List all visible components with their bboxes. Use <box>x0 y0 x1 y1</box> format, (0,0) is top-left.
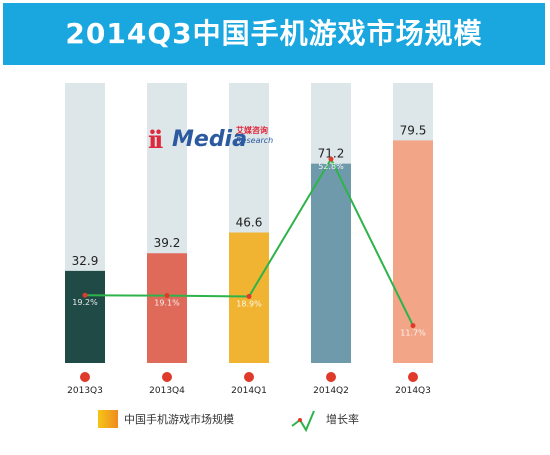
x-tick-label-2014Q3: 2014Q3 <box>395 386 431 396</box>
chart-title: 2014Q3中国手机游戏市场规模 <box>65 17 483 50</box>
legend-line-icon <box>291 410 315 433</box>
category-dot-2014Q2 <box>326 372 336 382</box>
growth-label-2014Q2: 52.8% <box>318 162 344 171</box>
bar-2013Q4 <box>147 253 187 363</box>
category-dot-2014Q3 <box>408 372 418 382</box>
legend-line-marker <box>298 418 302 422</box>
logo-chinese-name: 艾媒咨询 <box>236 126 268 135</box>
bar-value-label-2013Q4: 39.2 <box>154 236 181 250</box>
bar-value-label-2013Q3: 32.9 <box>72 254 99 268</box>
x-tick-label-2013Q3: 2013Q3 <box>67 386 103 396</box>
growth-label-2013Q3: 19.2% <box>72 298 98 307</box>
x-tick-label-2014Q1: 2014Q1 <box>231 386 267 396</box>
bar-value-label-2014Q1: 46.6 <box>236 216 263 230</box>
growth-label-2013Q4: 19.1% <box>154 299 180 308</box>
x-tick-label-2014Q2: 2014Q2 <box>313 386 349 396</box>
chart-svg: 32.9 2013Q3 39.2 2013Q4 46.6 2014Q1 71.2 2014Q2… <box>65 83 433 433</box>
logo-wordmark: Media <box>172 127 247 152</box>
category-dot-2014Q1 <box>244 372 254 382</box>
bar-value-label-2014Q3: 79.5 <box>400 123 427 137</box>
x-tick-label-2013Q4: 2013Q4 <box>149 386 185 396</box>
logo-research: Research <box>236 136 274 145</box>
logo-mark: ii <box>148 125 163 154</box>
growth-label-2014Q1: 18.9% <box>236 299 262 308</box>
growth-point-2013Q3 <box>82 292 88 298</box>
category-dot-2013Q4 <box>162 372 172 382</box>
bar-2014Q2 <box>311 163 351 363</box>
growth-point-2014Q2 <box>328 156 334 162</box>
growth-point-2014Q3 <box>410 323 416 329</box>
growth-point-2013Q4 <box>164 293 170 299</box>
bar-2013Q3 <box>65 270 105 363</box>
growth-label-2014Q3: 11.7% <box>400 329 426 338</box>
chart-area: 32.9 2013Q3 39.2 2013Q4 46.6 2014Q1 71.2 2014Q2… <box>0 68 550 455</box>
growth-point-2014Q1 <box>246 293 252 299</box>
category-dot-2013Q3 <box>80 372 90 382</box>
imedia-logo: ii Media 艾媒咨询 Research <box>148 123 274 154</box>
title-banner: 2014Q3中国手机游戏市场规模 <box>3 3 545 65</box>
bar-value-label-2014Q2: 71.2 <box>318 147 345 161</box>
